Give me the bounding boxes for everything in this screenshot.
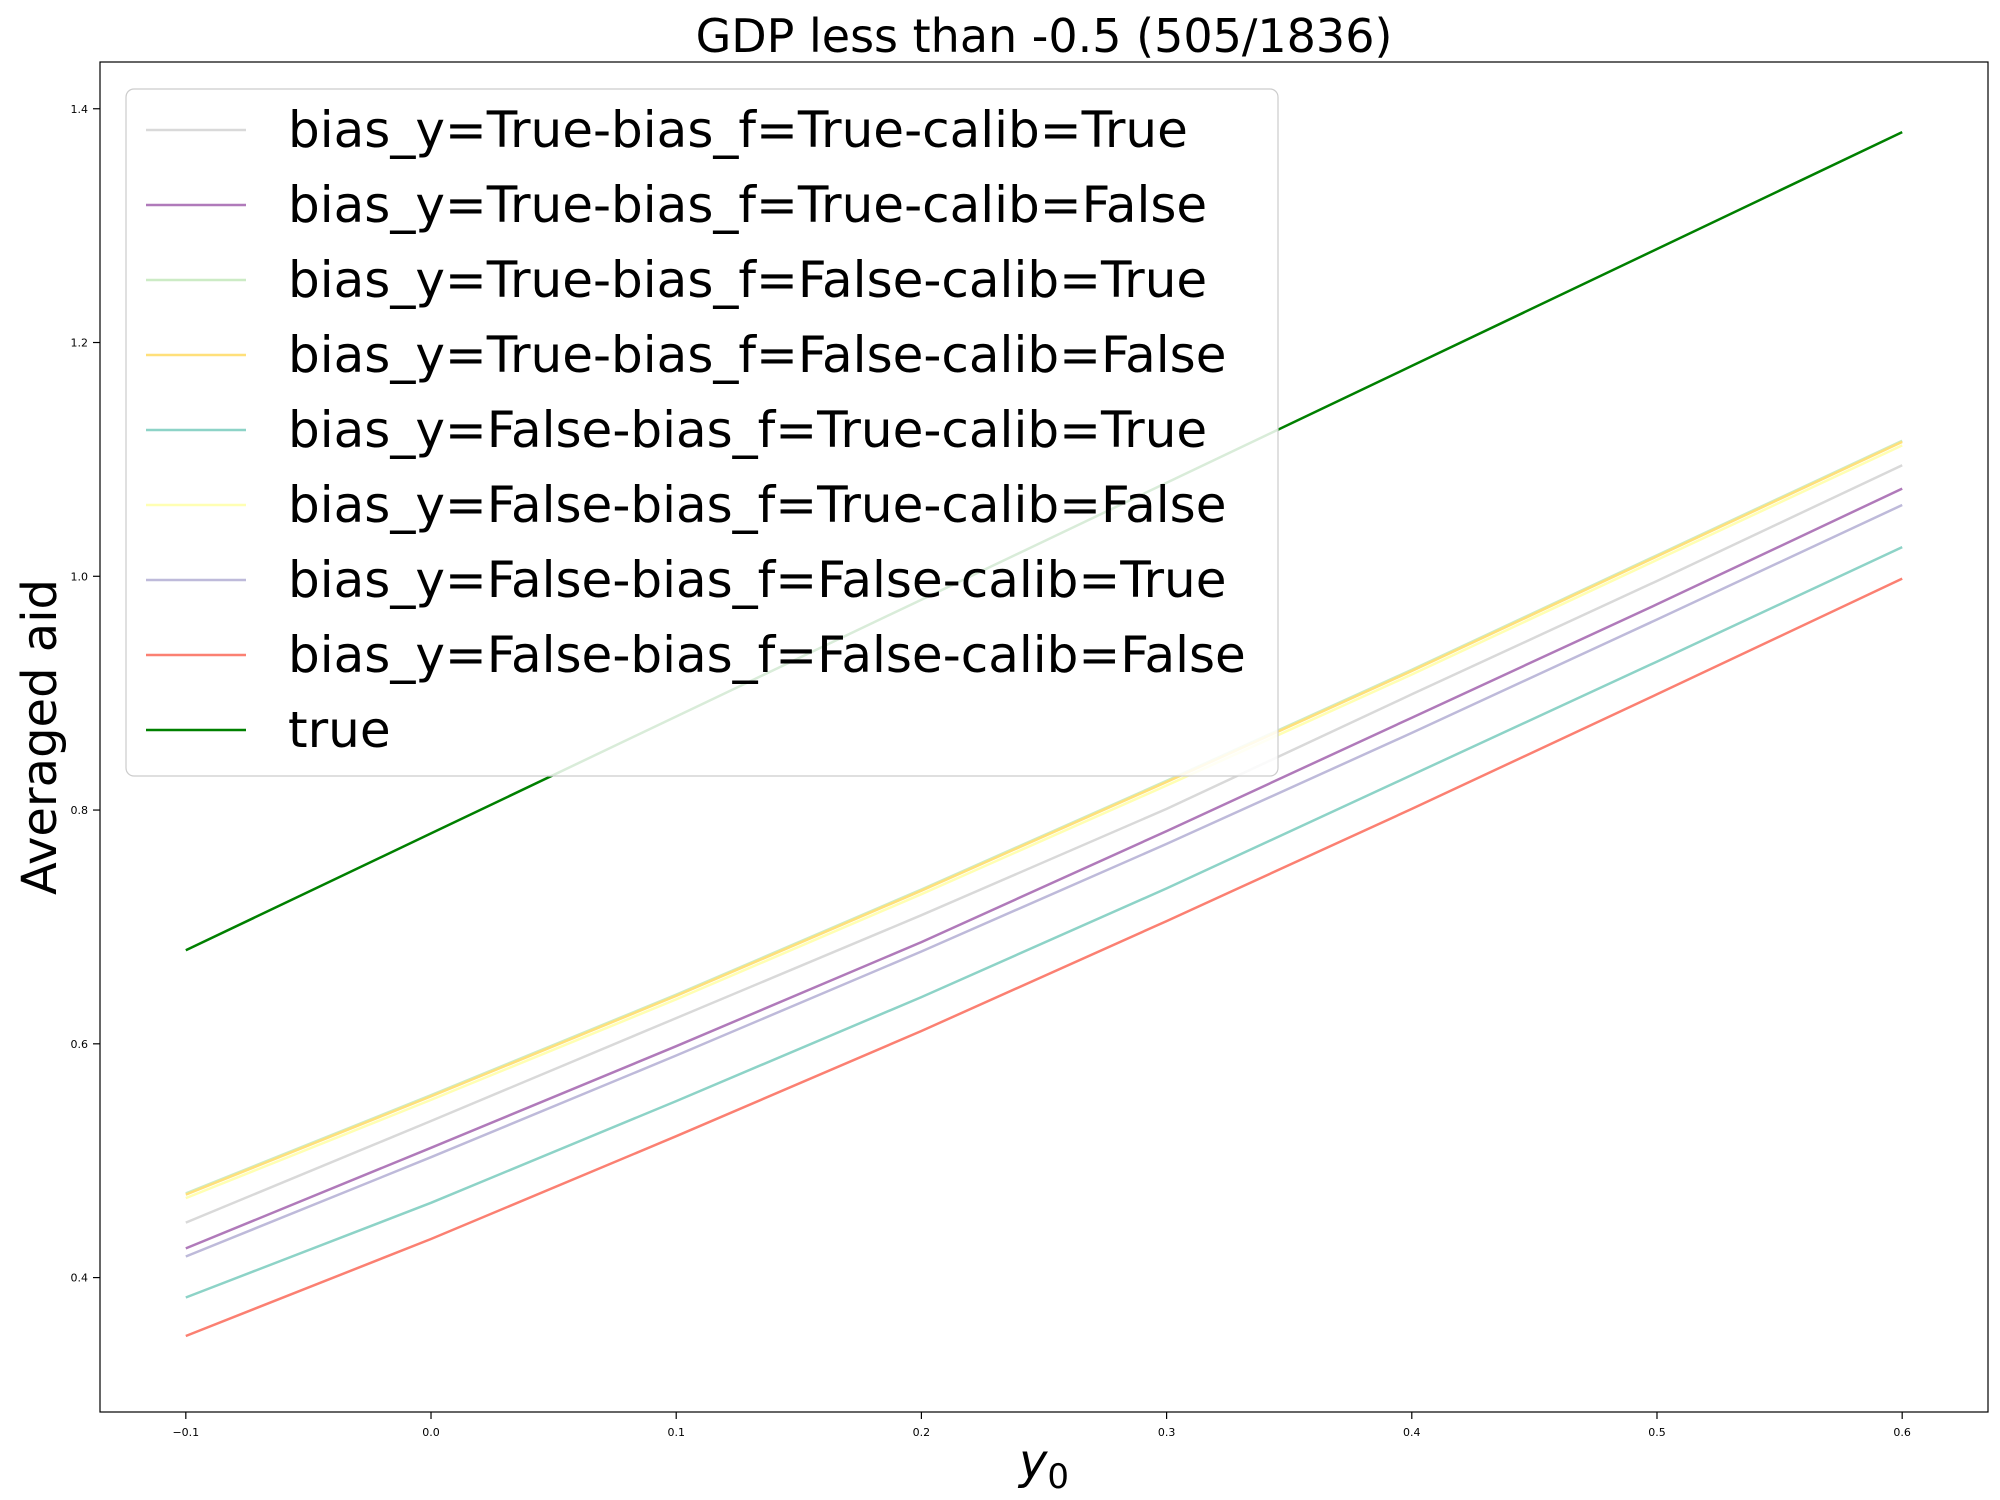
- legend-label: bias_y=True-bias_f=True-calib=False: [288, 176, 1207, 234]
- x-tick-label: 0.4: [1403, 1426, 1421, 1439]
- legend: bias_y=True-bias_f=True-calib=True bias_y…: [125, 88, 1279, 777]
- series-line-6: [185, 503, 1903, 1258]
- legend-label: bias_y=True-bias_f=False-calib=True: [288, 251, 1207, 309]
- x-tick-label: −0.1: [172, 1426, 199, 1439]
- series-line-4: [185, 545, 1903, 1299]
- x-tick-label: 0.5: [1648, 1426, 1666, 1439]
- legend-label: true: [288, 701, 391, 759]
- legend-label: bias_y=False-bias_f=True-calib=True: [288, 401, 1207, 459]
- y-tick-label: 1.0: [71, 570, 89, 583]
- x-tick-label: 0.2: [913, 1426, 931, 1439]
- series-line-3: [185, 440, 1903, 1196]
- y-axis-label: Averaged aid: [12, 579, 68, 895]
- y-tick-label: 1.2: [71, 337, 89, 350]
- y-tick-label: 1.4: [71, 103, 89, 116]
- legend-label: bias_y=True-bias_f=True-calib=True: [288, 101, 1188, 159]
- chart-title: GDP less than -0.5 (505/1836): [696, 9, 1393, 63]
- series-line-5: [185, 444, 1903, 1200]
- legend-entries: bias_y=True-bias_f=True-calib=True bias_y…: [146, 101, 1246, 759]
- legend-label: bias_y=False-bias_f=False-calib=False: [288, 626, 1246, 684]
- series-line-7: [185, 577, 1903, 1338]
- legend-box: [125, 88, 1279, 777]
- x-tick-label: 0.0: [422, 1426, 440, 1439]
- series-line-0: [185, 464, 1903, 1224]
- y-tick-label: 0.8: [71, 804, 89, 817]
- x-tick-label: 0.6: [1893, 1426, 1911, 1439]
- x-axis-label-subscript: 0: [1047, 1457, 1069, 1497]
- series-line-1: [185, 487, 1903, 1250]
- legend-label: bias_y=False-bias_f=True-calib=False: [288, 476, 1226, 534]
- x-tick-label: 0.1: [667, 1426, 685, 1439]
- x-axis-label-base: y: [1017, 1434, 1048, 1490]
- ticks-layer: −0.1 0.0 0.1 0.2 0.3 0.4 0.5 0.6 0.4 0.6 0.8 1.0 1.2…: [71, 103, 1911, 1439]
- y-tick-label: 0.6: [71, 1038, 89, 1051]
- legend-label: bias_y=True-bias_f=False-calib=False: [288, 326, 1226, 384]
- x-tick-label: 0.3: [1158, 1426, 1176, 1439]
- y-tick-label: 0.4: [71, 1272, 89, 1285]
- legend-label: bias_y=False-bias_f=False-calib=True: [288, 551, 1226, 609]
- x-axis-label: y0: [1017, 1434, 1069, 1497]
